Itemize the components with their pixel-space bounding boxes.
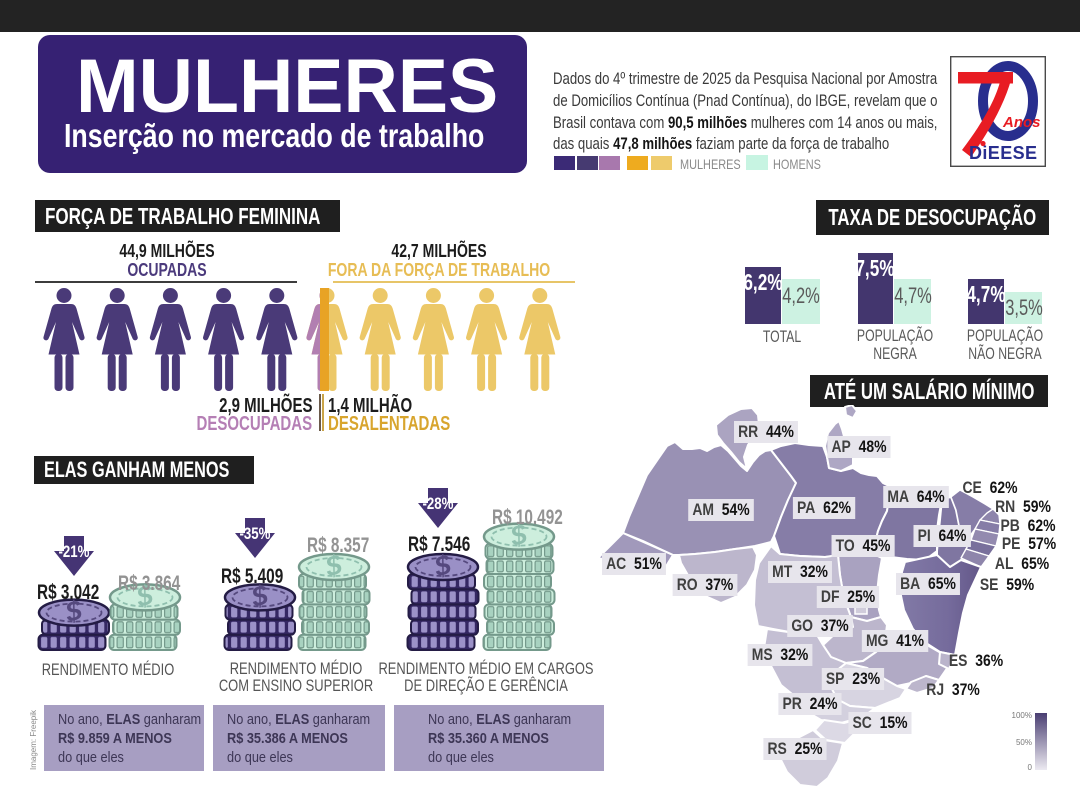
- svg-text:DiEESE: DiEESE: [969, 143, 1037, 163]
- svg-text:$: $: [431, 549, 454, 583]
- svg-text:$: $: [62, 594, 85, 628]
- svg-text:Anos: Anos: [1002, 114, 1041, 131]
- svg-text:$: $: [133, 579, 156, 613]
- svg-text:$: $: [248, 579, 271, 613]
- svg-text:0: 0: [1028, 763, 1033, 772]
- svg-text:-21%: -21%: [59, 543, 90, 562]
- svg-text:$: $: [322, 549, 345, 583]
- svg-text:100%: 100%: [1012, 711, 1032, 720]
- svg-text:-35%: -35%: [240, 525, 271, 544]
- svg-text:-28%: -28%: [423, 495, 454, 514]
- svg-text:$: $: [507, 518, 530, 552]
- svg-text:50%: 50%: [1016, 738, 1032, 747]
